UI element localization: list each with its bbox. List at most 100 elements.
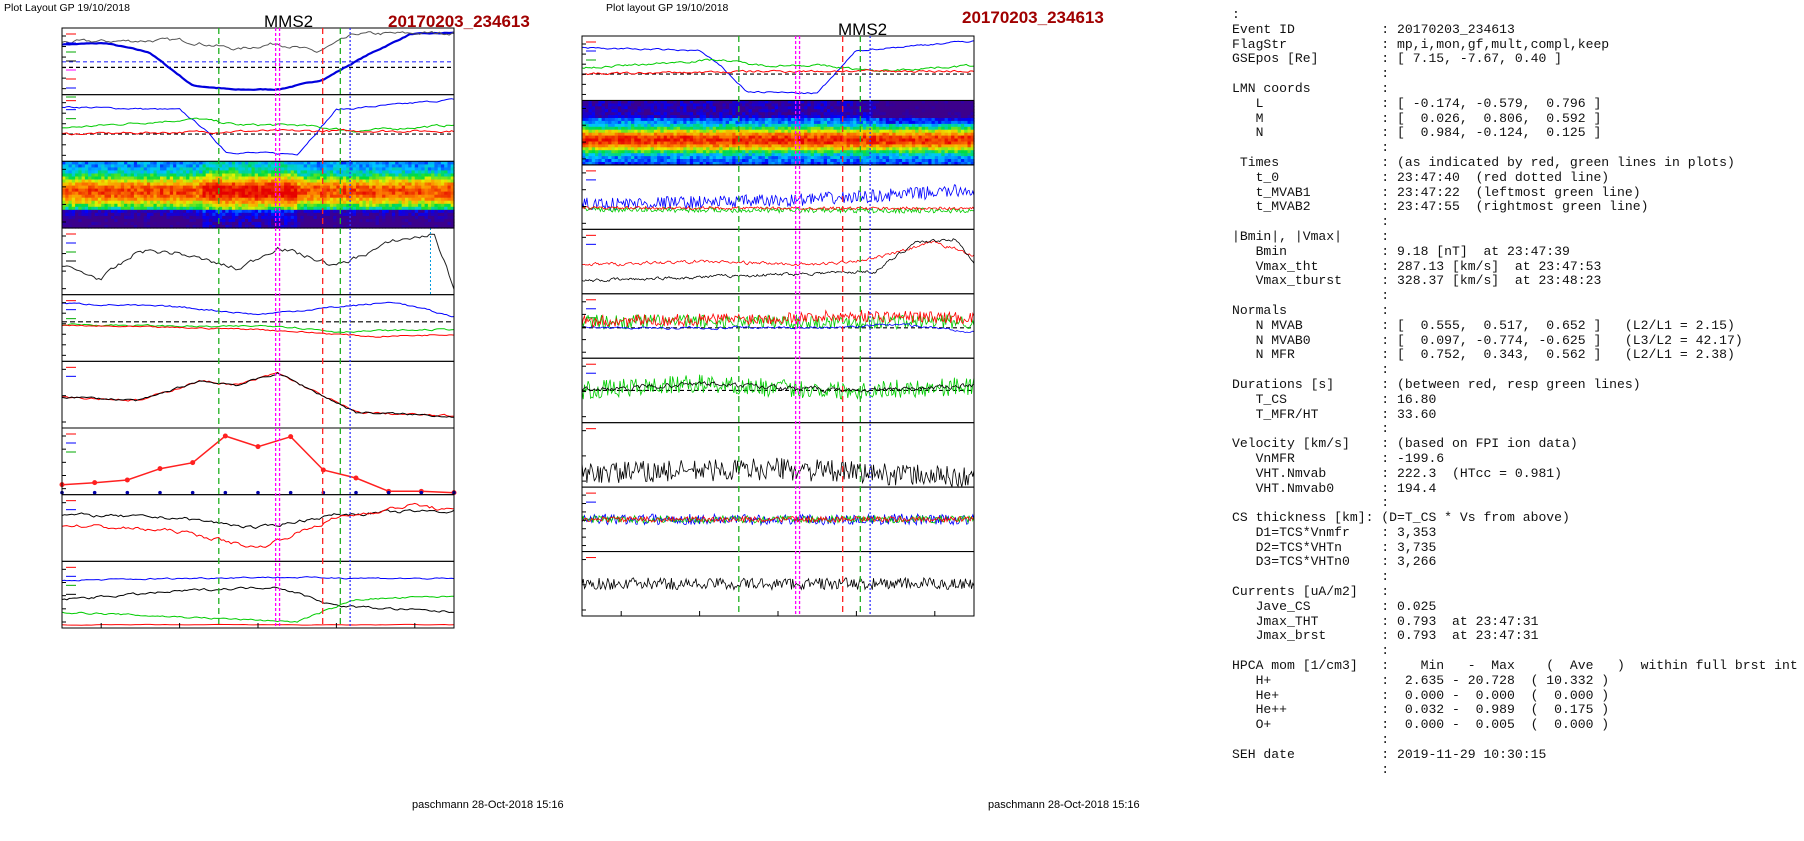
- spectrogram-cell: [732, 159, 737, 163]
- spectrogram-cell: [316, 203, 321, 208]
- spectrogram-cell: [617, 120, 622, 125]
- spectrogram-cell: [339, 218, 344, 223]
- spectrogram-cell: [248, 170, 253, 174]
- spectrogram-cell: [800, 129, 805, 134]
- spectrogram-cell: [595, 159, 599, 163]
- spectrogram-cell: [189, 218, 194, 223]
- spectrogram-cell: [418, 185, 422, 190]
- spectrogram-cell: [631, 159, 635, 163]
- spectrogram-cell: [84, 182, 89, 187]
- spectrogram-cell: [382, 185, 386, 190]
- spectrogram-cell: [427, 218, 432, 223]
- spectrogram-cell: [823, 112, 828, 116]
- spectrogram-cell: [827, 103, 831, 107]
- spectrogram-cell: [316, 215, 321, 220]
- spectrogram-cell: [794, 123, 799, 128]
- spectrogram-cell: [431, 182, 435, 187]
- spectrogram-cell: [585, 100, 590, 104]
- spectrogram-cell: [748, 115, 753, 119]
- spectrogram-cell: [800, 115, 805, 119]
- spectrogram-cell: [238, 225, 243, 229]
- spectrogram-cell: [876, 123, 880, 128]
- spectrogram-cell: [797, 109, 802, 113]
- spectrogram-cell: [585, 103, 590, 107]
- spectrogram-cell: [362, 209, 367, 214]
- spectrogram-cell: [71, 221, 76, 226]
- spectrogram-cell: [104, 200, 109, 205]
- spectrogram-cell: [244, 188, 249, 193]
- spectrogram-cell: [657, 135, 661, 140]
- spectrogram-cell: [585, 106, 590, 110]
- spectrogram-cell: [745, 156, 750, 160]
- spectrogram-cell: [254, 206, 259, 211]
- spectrogram-cell: [800, 123, 805, 128]
- spectrogram-cell: [405, 182, 409, 187]
- spectrogram-cell: [856, 129, 861, 134]
- spectrogram-cell: [657, 159, 661, 163]
- spectrogram-cell: [673, 129, 678, 134]
- spectrogram-cell: [395, 221, 400, 226]
- spectrogram-cell: [666, 159, 671, 163]
- spectrogram-cell: [378, 191, 383, 196]
- spectrogram-cell: [653, 120, 658, 125]
- spectrogram-cell: [823, 144, 828, 148]
- spectrogram-cell: [414, 218, 419, 223]
- spectrogram-cell: [137, 173, 141, 178]
- spectrogram-cell: [130, 203, 135, 208]
- spectrogram-cell: [228, 212, 233, 217]
- spectrogram-cell: [333, 225, 337, 229]
- spectrogram-cell: [686, 159, 691, 163]
- spectrogram-cell: [836, 118, 841, 122]
- spectrogram-cell: [169, 182, 174, 187]
- spectrogram-cell: [637, 138, 642, 142]
- spectrogram-cell: [830, 109, 835, 113]
- spectrogram-cell: [813, 141, 818, 145]
- spectrogram-cell: [660, 118, 665, 122]
- spectrogram-cell: [65, 179, 70, 184]
- spectrogram-cell: [271, 203, 275, 208]
- spectrogram-cell: [866, 115, 871, 119]
- spectrogram-cell: [300, 197, 305, 202]
- spectrogram-cell: [156, 225, 161, 229]
- spectrogram-cell: [385, 173, 390, 178]
- spectrogram-cell: [336, 191, 341, 196]
- spectrogram-cell: [284, 225, 288, 229]
- spectrogram-cell: [143, 194, 148, 199]
- spectrogram-cell: [666, 135, 671, 140]
- spectrogram-cell: [702, 141, 707, 145]
- spectrogram-cell: [411, 206, 416, 211]
- spectrogram-cell: [440, 179, 445, 184]
- spectrogram-cell: [140, 209, 145, 214]
- spectrogram-cell: [238, 170, 243, 174]
- spectrogram-cell: [617, 144, 622, 148]
- spectrogram-cell: [320, 212, 324, 217]
- spectrogram-cell: [683, 100, 688, 104]
- spectrogram-cell: [356, 188, 360, 193]
- spectrogram-cell: [729, 132, 733, 137]
- spectrogram-cell: [427, 176, 432, 181]
- spectrogram-cell: [431, 221, 435, 226]
- spectrogram-cell: [326, 221, 331, 226]
- spectrogram-cell: [163, 203, 168, 208]
- spectrogram-cell: [75, 173, 79, 178]
- spectrogram-cell: [235, 221, 239, 226]
- spectrogram-cell: [130, 179, 135, 184]
- spectrogram-cell: [699, 106, 704, 110]
- spectrogram-cell: [124, 182, 128, 187]
- spectrogram-cell: [375, 218, 380, 223]
- spectrogram-cell: [316, 212, 321, 217]
- spectrogram-cell: [670, 103, 675, 107]
- spectrogram-cell: [676, 135, 681, 140]
- spectrogram-cell: [706, 138, 710, 142]
- spectrogram-cell: [588, 109, 593, 113]
- spectrogram-cell: [75, 179, 79, 184]
- spectrogram-cell: [78, 197, 83, 202]
- panel: [581, 35, 975, 101]
- spectrogram-cell: [764, 106, 769, 110]
- spectrogram-cell: [81, 185, 86, 190]
- spectrogram-cell: [693, 141, 697, 145]
- spectrogram-cell: [787, 138, 792, 142]
- spectrogram-cell: [598, 156, 603, 160]
- spectrogram-cell: [588, 115, 593, 119]
- spectrogram-cell: [261, 188, 266, 193]
